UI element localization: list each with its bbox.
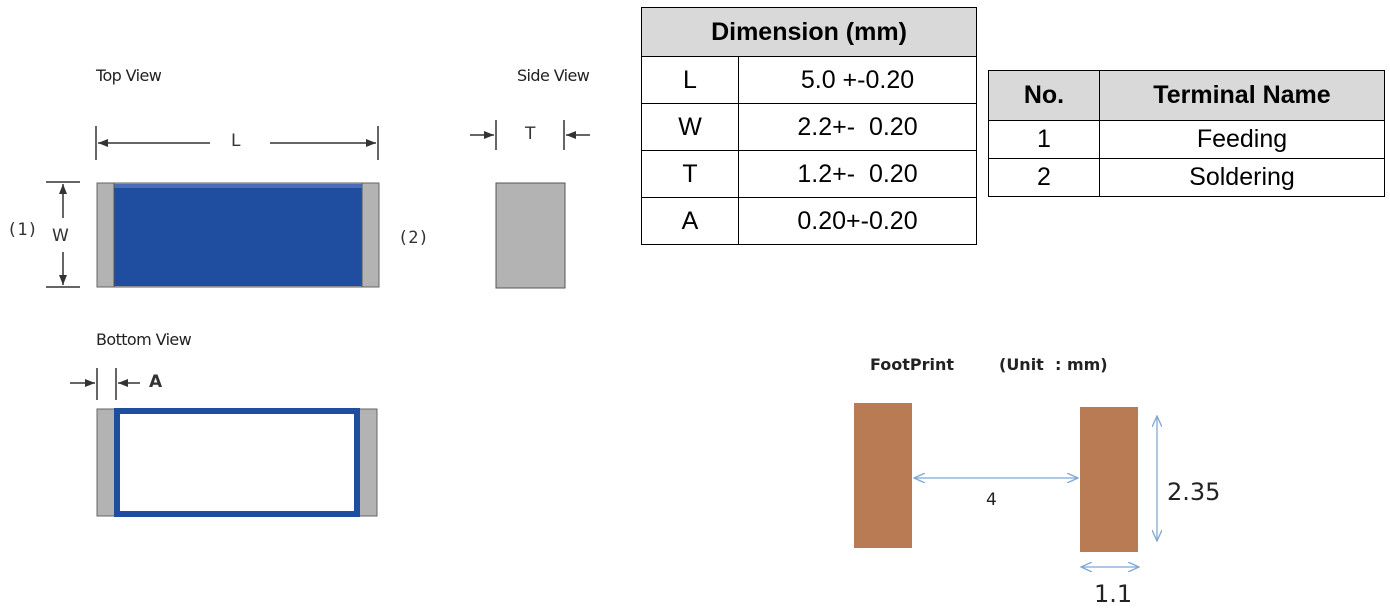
dimension-value: 1.2+- 0.20 xyxy=(738,150,977,198)
dimension-name: A xyxy=(641,197,739,245)
top-view-length-dimension xyxy=(95,126,379,160)
dimension-name: L xyxy=(641,56,739,104)
side-view-thickness-dimension xyxy=(470,120,590,150)
terminal-2-label: (2) xyxy=(398,228,429,248)
label-thickness: T xyxy=(525,124,536,144)
table-row: 2 Soldering xyxy=(988,158,1385,197)
footprint-unit: (Unit : mm) xyxy=(999,355,1108,374)
top-view-width-dimension xyxy=(46,181,80,288)
terminal-1-label: (1) xyxy=(7,220,38,240)
footprint-pad-right xyxy=(1080,407,1138,552)
bottom-view-title: Bottom View xyxy=(96,330,192,349)
terminal-name: Feeding xyxy=(1099,120,1385,159)
footprint-title: FootPrint xyxy=(870,355,955,374)
top-view-title: Top View xyxy=(96,66,162,85)
table-row: T 1.2+- 0.20 xyxy=(641,150,977,198)
label-length: L xyxy=(231,131,241,151)
terminal-no: 2 xyxy=(988,158,1100,197)
footprint-height-label: 2.35 xyxy=(1167,478,1221,506)
dimension-table: Dimension (mm) L 5.0 +-0.20 W 2.2+- 0.20… xyxy=(641,7,977,245)
footprint-pad-left xyxy=(854,403,912,548)
table-row: W 2.2+- 0.20 xyxy=(641,103,977,151)
terminal-table-header-no: No. xyxy=(988,70,1100,121)
footprint-width-label: 1.1 xyxy=(1094,580,1133,608)
table-row: A 0.20+-0.20 xyxy=(641,197,977,245)
terminal-name: Soldering xyxy=(1099,158,1385,197)
dimension-table-header: Dimension (mm) xyxy=(641,7,977,57)
top-view-component xyxy=(96,182,380,288)
label-a: A xyxy=(149,372,163,392)
label-width: W xyxy=(52,226,69,246)
terminal-no: 1 xyxy=(988,120,1100,159)
dimension-value: 5.0 +-0.20 xyxy=(738,56,977,104)
terminal-table: No. Terminal Name 1 Feeding 2 Soldering xyxy=(988,70,1385,197)
footprint-gap-label: 4 xyxy=(986,490,997,510)
dimension-name: T xyxy=(641,150,739,198)
dimension-value: 2.2+- 0.20 xyxy=(738,103,977,151)
table-row: L 5.0 +-0.20 xyxy=(641,56,977,104)
side-view-component xyxy=(495,182,566,289)
dimension-value: 0.20+-0.20 xyxy=(738,197,977,245)
side-view-title: Side View xyxy=(517,66,590,85)
table-row: 1 Feeding xyxy=(988,120,1385,159)
terminal-table-header-name: Terminal Name xyxy=(1099,70,1385,121)
bottom-view-a-dimension xyxy=(70,368,140,400)
bottom-view-component xyxy=(96,408,378,517)
dimension-name: W xyxy=(641,103,739,151)
